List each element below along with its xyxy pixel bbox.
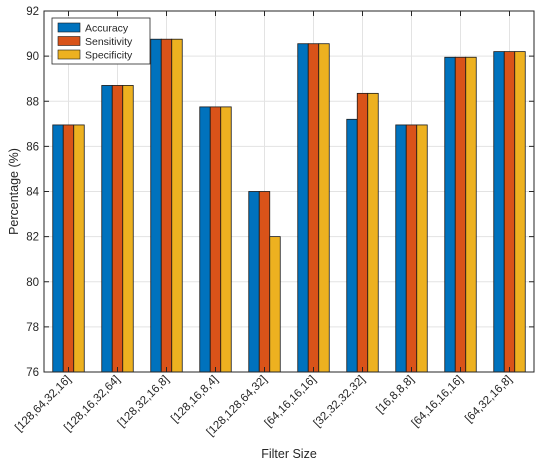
bar-specificity bbox=[171, 38, 183, 373]
x-tick-label: [64,16,16,16] bbox=[410, 374, 466, 430]
y-tick-label: 88 bbox=[26, 96, 39, 108]
x-tick-label: [64,32,16,8] bbox=[463, 374, 514, 425]
bar-specificity bbox=[269, 236, 281, 373]
bar-sensitivity bbox=[62, 124, 75, 373]
bar-accuracy bbox=[199, 106, 211, 373]
y-tick-label: 84 bbox=[26, 187, 39, 199]
legend-label: Sensitivity bbox=[85, 36, 133, 48]
x-tick-label: [128,32,16,8] bbox=[116, 374, 172, 430]
bar-accuracy bbox=[101, 85, 113, 373]
bar-specificity bbox=[465, 56, 477, 373]
x-tick-label: [128,16,8,4] bbox=[169, 374, 220, 425]
x-tick-label: [32,32,32,32] bbox=[312, 374, 368, 430]
y-axis-label: Percentage (%) bbox=[7, 148, 21, 235]
y-tick-label: 92 bbox=[26, 6, 39, 18]
y-tick-label: 86 bbox=[26, 141, 39, 153]
y-ticks: 76 78 80 82 84 86 88 90 92 bbox=[26, 6, 534, 379]
bar-specificity bbox=[514, 51, 526, 373]
bar-sensitivity bbox=[454, 56, 467, 373]
bar-sensitivity bbox=[160, 38, 173, 373]
bar-sensitivity bbox=[405, 124, 418, 373]
bar-accuracy bbox=[444, 56, 456, 373]
bar-specificity bbox=[122, 85, 134, 373]
bar-specificity bbox=[416, 124, 428, 373]
bar-accuracy bbox=[150, 38, 162, 373]
bar-specificity bbox=[318, 43, 330, 373]
y-tick-label: 80 bbox=[26, 277, 39, 289]
y-tick-label: 78 bbox=[26, 322, 39, 334]
bar-specificity bbox=[220, 106, 232, 373]
bar-sensitivity bbox=[356, 92, 369, 373]
bar-sensitivity bbox=[258, 191, 271, 373]
legend-swatch bbox=[57, 22, 81, 33]
bar-specificity bbox=[367, 92, 379, 373]
bar-sensitivity bbox=[307, 43, 320, 373]
legend-swatch bbox=[57, 49, 81, 60]
bar-accuracy bbox=[493, 51, 505, 373]
bar-accuracy bbox=[52, 124, 64, 373]
bar-accuracy bbox=[248, 191, 260, 373]
y-tick-label: 90 bbox=[26, 51, 39, 63]
bar-sensitivity bbox=[209, 106, 222, 373]
bar-accuracy bbox=[395, 124, 407, 373]
bar-accuracy bbox=[346, 118, 358, 373]
x-axis-label: Filter Size bbox=[261, 447, 317, 461]
bar-sensitivity bbox=[503, 51, 516, 373]
y-tick-label: 82 bbox=[26, 232, 39, 244]
y-tick-label: 76 bbox=[26, 367, 39, 379]
x-tick-label: [64,16,16,16] bbox=[263, 374, 319, 430]
legend-label: Specificity bbox=[85, 50, 133, 62]
x-tick-label: [16,8,8,8] bbox=[374, 374, 416, 416]
bars-layer bbox=[52, 38, 526, 373]
legend-label: Accuracy bbox=[85, 23, 129, 35]
bar-accuracy bbox=[297, 43, 309, 373]
bar-sensitivity bbox=[111, 85, 124, 373]
bar-specificity bbox=[73, 124, 85, 373]
legend-swatch bbox=[57, 36, 81, 46]
